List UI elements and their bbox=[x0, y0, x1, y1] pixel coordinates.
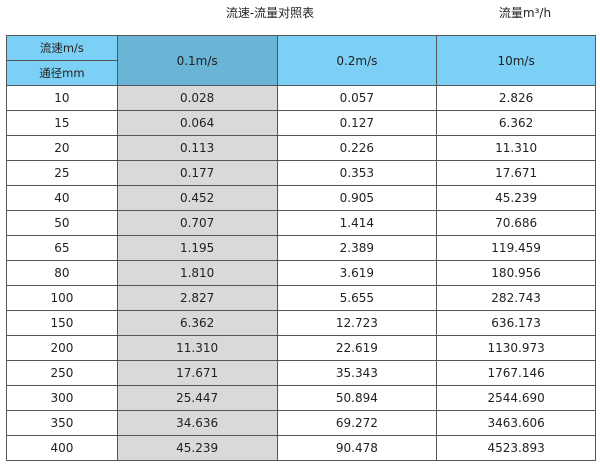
flow-cell: 0.127 bbox=[276, 110, 438, 136]
flow-cell: 22.619 bbox=[276, 335, 438, 361]
column-header: 0.2m/s bbox=[276, 35, 438, 86]
table-row: 65 1.195 2.389 119.459 bbox=[6, 235, 596, 261]
flow-cell: 6.362 bbox=[116, 310, 278, 336]
flow-cell: 5.655 bbox=[276, 285, 438, 311]
table-row: 350 34.636 69.272 3463.606 bbox=[6, 410, 596, 436]
flow-cell: 17.671 bbox=[116, 360, 278, 386]
velocity-flow-table: 流速m/s 0.1m/s 0.2m/s 10m/s 通径mm 10 0.028 0.… bbox=[6, 35, 596, 461]
flow-cell: 90.478 bbox=[276, 435, 438, 461]
flow-cell: 4523.893 bbox=[436, 435, 596, 461]
flow-cell: 2544.690 bbox=[436, 385, 596, 411]
flow-cell: 69.272 bbox=[276, 410, 438, 436]
table-row: 200 11.310 22.619 1130.973 bbox=[6, 335, 596, 361]
table-row: 10 0.028 0.057 2.826 bbox=[6, 85, 596, 111]
flow-cell: 1.810 bbox=[116, 260, 278, 286]
table-row: 150 6.362 12.723 636.173 bbox=[6, 310, 596, 336]
flow-cell: 1.195 bbox=[116, 235, 278, 261]
flow-cell: 0.905 bbox=[276, 185, 438, 211]
table-row: 25 0.177 0.353 17.671 bbox=[6, 160, 596, 186]
diameter-cell: 100 bbox=[6, 285, 118, 311]
flow-cell: 2.389 bbox=[276, 235, 438, 261]
column-header: 10m/s bbox=[436, 35, 596, 86]
flow-cell: 0.226 bbox=[276, 135, 438, 161]
flow-cell: 45.239 bbox=[436, 185, 596, 211]
diameter-cell: 40 bbox=[6, 185, 118, 211]
diameter-header: 通径mm bbox=[6, 60, 118, 86]
flow-cell: 0.177 bbox=[116, 160, 278, 186]
table-row: 50 0.707 1.414 70.686 bbox=[6, 210, 596, 236]
flow-cell: 2.827 bbox=[116, 285, 278, 311]
column-header: 0.1m/s bbox=[116, 35, 278, 86]
flow-cell: 0.113 bbox=[116, 135, 278, 161]
flow-cell: 11.310 bbox=[436, 135, 596, 161]
flow-cell: 180.956 bbox=[436, 260, 596, 286]
velocity-header: 流速m/s bbox=[6, 35, 118, 61]
table-row: 15 0.064 0.127 6.362 bbox=[6, 110, 596, 136]
diameter-cell: 400 bbox=[6, 435, 118, 461]
diameter-cell: 250 bbox=[6, 360, 118, 386]
diameter-cell: 20 bbox=[6, 135, 118, 161]
table-row: 300 25.447 50.894 2544.690 bbox=[6, 385, 596, 411]
diameter-cell: 25 bbox=[6, 160, 118, 186]
table-row: 400 45.239 90.478 4523.893 bbox=[6, 435, 596, 461]
diameter-cell: 80 bbox=[6, 260, 118, 286]
table-row: 40 0.452 0.905 45.239 bbox=[6, 185, 596, 211]
flow-cell: 11.310 bbox=[116, 335, 278, 361]
unit-label: 流量m³/h bbox=[498, 6, 552, 20]
flow-cell: 2.826 bbox=[436, 85, 596, 111]
table-title: 流速-流量对照表 bbox=[225, 6, 315, 20]
flow-cell: 45.239 bbox=[116, 435, 278, 461]
flow-cell: 3463.606 bbox=[436, 410, 596, 436]
flow-cell: 50.894 bbox=[276, 385, 438, 411]
flow-cell: 1130.973 bbox=[436, 335, 596, 361]
table-row: 250 17.671 35.343 1767.146 bbox=[6, 360, 596, 386]
diameter-cell: 350 bbox=[6, 410, 118, 436]
flow-cell: 0.028 bbox=[116, 85, 278, 111]
flow-cell: 35.343 bbox=[276, 360, 438, 386]
flow-cell: 1767.146 bbox=[436, 360, 596, 386]
diameter-cell: 200 bbox=[6, 335, 118, 361]
flow-cell: 0.353 bbox=[276, 160, 438, 186]
flow-cell: 1.414 bbox=[276, 210, 438, 236]
flow-cell: 282.743 bbox=[436, 285, 596, 311]
diameter-cell: 15 bbox=[6, 110, 118, 136]
flow-cell: 0.064 bbox=[116, 110, 278, 136]
table-row: 80 1.810 3.619 180.956 bbox=[6, 260, 596, 286]
flow-cell: 70.686 bbox=[436, 210, 596, 236]
flow-cell: 119.459 bbox=[436, 235, 596, 261]
table-row: 20 0.113 0.226 11.310 bbox=[6, 135, 596, 161]
table-row: 100 2.827 5.655 282.743 bbox=[6, 285, 596, 311]
flow-cell: 12.723 bbox=[276, 310, 438, 336]
flow-cell: 25.447 bbox=[116, 385, 278, 411]
flow-cell: 17.671 bbox=[436, 160, 596, 186]
diameter-cell: 10 bbox=[6, 85, 118, 111]
diameter-cell: 50 bbox=[6, 210, 118, 236]
flow-cell: 34.636 bbox=[116, 410, 278, 436]
diameter-cell: 65 bbox=[6, 235, 118, 261]
flow-cell: 0.057 bbox=[276, 85, 438, 111]
flow-cell: 0.707 bbox=[116, 210, 278, 236]
flow-cell: 636.173 bbox=[436, 310, 596, 336]
diameter-cell: 300 bbox=[6, 385, 118, 411]
diameter-cell: 150 bbox=[6, 310, 118, 336]
flow-cell: 3.619 bbox=[276, 260, 438, 286]
flow-cell: 0.452 bbox=[116, 185, 278, 211]
flow-cell: 6.362 bbox=[436, 110, 596, 136]
